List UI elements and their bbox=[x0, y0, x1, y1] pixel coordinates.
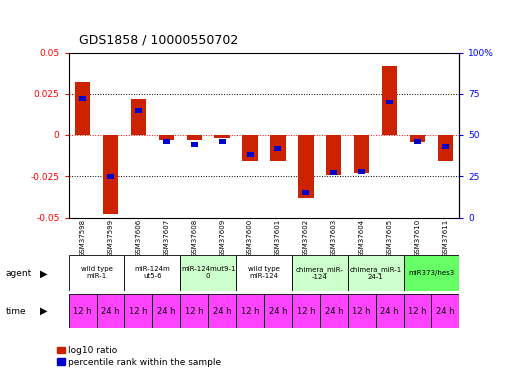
Bar bbox=[242, 135, 258, 161]
Bar bbox=[103, 135, 118, 214]
Bar bbox=[403, 294, 431, 328]
Text: chimera_miR-1
24-1: chimera_miR-1 24-1 bbox=[350, 266, 402, 280]
Bar bbox=[410, 135, 425, 142]
Text: 12 h: 12 h bbox=[129, 307, 148, 316]
Bar bbox=[298, 135, 314, 198]
Text: 24 h: 24 h bbox=[436, 307, 455, 316]
Bar bbox=[331, 171, 337, 176]
Bar bbox=[382, 66, 397, 135]
Bar bbox=[375, 294, 403, 328]
Bar bbox=[358, 169, 365, 174]
Text: 24 h: 24 h bbox=[157, 307, 176, 316]
Bar bbox=[79, 96, 86, 101]
Text: miR-124mut9-1
0: miR-124mut9-1 0 bbox=[181, 266, 235, 279]
Bar bbox=[163, 139, 170, 144]
Bar bbox=[354, 135, 370, 173]
Bar bbox=[131, 99, 146, 135]
Bar bbox=[180, 294, 208, 328]
Text: GDS1858 / 10000550702: GDS1858 / 10000550702 bbox=[79, 34, 239, 47]
Text: agent: agent bbox=[5, 269, 32, 278]
Bar bbox=[158, 135, 174, 140]
Bar bbox=[125, 255, 180, 291]
Text: miR373/hes3: miR373/hes3 bbox=[408, 270, 455, 276]
Text: miR-124m
ut5-6: miR-124m ut5-6 bbox=[135, 266, 170, 279]
Bar bbox=[414, 139, 421, 144]
Text: 12 h: 12 h bbox=[408, 307, 427, 316]
Bar bbox=[292, 294, 320, 328]
Bar bbox=[348, 255, 403, 291]
Legend: log10 ratio, percentile rank within the sample: log10 ratio, percentile rank within the … bbox=[58, 346, 221, 367]
Bar bbox=[386, 99, 393, 105]
Bar bbox=[438, 135, 453, 161]
Bar bbox=[247, 152, 253, 157]
Bar bbox=[431, 294, 459, 328]
Bar bbox=[236, 255, 292, 291]
Text: wild type
miR-1: wild type miR-1 bbox=[81, 266, 112, 279]
Bar bbox=[292, 255, 348, 291]
Bar bbox=[180, 255, 236, 291]
Text: chimera_miR-
-124: chimera_miR- -124 bbox=[296, 266, 344, 280]
Bar bbox=[208, 294, 236, 328]
Text: 12 h: 12 h bbox=[241, 307, 259, 316]
Text: 12 h: 12 h bbox=[73, 307, 92, 316]
Bar bbox=[303, 190, 309, 195]
Bar bbox=[214, 135, 230, 138]
Bar bbox=[97, 294, 125, 328]
Bar bbox=[236, 294, 264, 328]
Text: 12 h: 12 h bbox=[297, 307, 315, 316]
Text: 12 h: 12 h bbox=[352, 307, 371, 316]
Bar bbox=[264, 294, 292, 328]
Bar bbox=[275, 146, 281, 151]
Bar bbox=[75, 82, 90, 135]
Bar bbox=[125, 294, 153, 328]
Text: 24 h: 24 h bbox=[101, 307, 120, 316]
Text: time: time bbox=[5, 307, 26, 316]
Bar bbox=[348, 294, 375, 328]
Text: wild type
miR-124: wild type miR-124 bbox=[248, 266, 280, 279]
Text: 24 h: 24 h bbox=[325, 307, 343, 316]
Text: 24 h: 24 h bbox=[269, 307, 287, 316]
Bar bbox=[191, 142, 197, 147]
Bar bbox=[69, 255, 125, 291]
Bar bbox=[403, 255, 459, 291]
Bar bbox=[219, 139, 225, 144]
Bar bbox=[186, 135, 202, 140]
Bar bbox=[270, 135, 286, 161]
Bar bbox=[153, 294, 180, 328]
Text: ▶: ▶ bbox=[40, 306, 47, 316]
Bar bbox=[69, 294, 97, 328]
Bar bbox=[326, 135, 342, 175]
Text: 24 h: 24 h bbox=[213, 307, 231, 316]
Text: ▶: ▶ bbox=[40, 269, 47, 279]
Text: 24 h: 24 h bbox=[380, 307, 399, 316]
Bar bbox=[107, 174, 114, 179]
Bar bbox=[320, 294, 348, 328]
Bar bbox=[442, 144, 449, 149]
Bar bbox=[135, 108, 142, 113]
Text: 12 h: 12 h bbox=[185, 307, 203, 316]
